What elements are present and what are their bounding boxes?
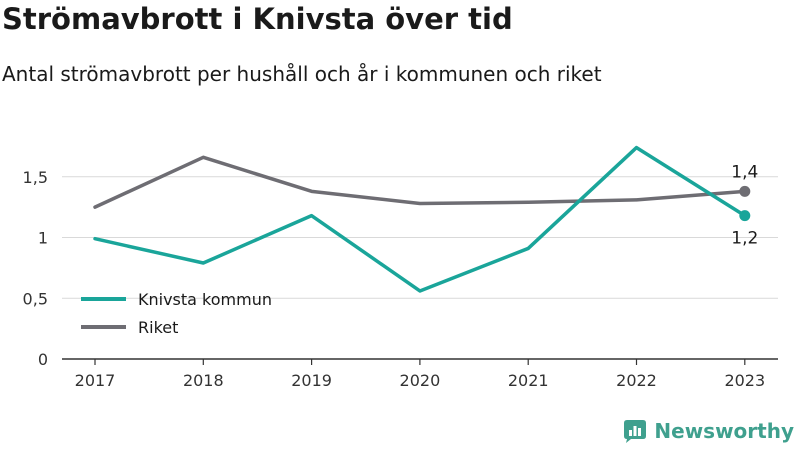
series-lines: [93, 145, 751, 293]
y-axis-tick-labels: 0 0,5 1 1,5: [23, 168, 48, 369]
y-tick-label: 1: [38, 229, 48, 248]
end-point-marker: [739, 185, 751, 197]
end-labels: 1,4 1,2: [731, 162, 758, 248]
end-label-knivsta: 1,2: [731, 229, 758, 249]
y-tick-label: 0,5: [23, 289, 48, 308]
series-line-knivsta-kommun: [93, 145, 747, 293]
newsworthy-icon: [624, 420, 647, 443]
legend-label: Knivsta kommun: [138, 290, 272, 309]
end-point-marker: [739, 210, 751, 222]
legend-label: Riket: [138, 318, 178, 337]
grid-lines: [62, 176, 778, 299]
chart-title: Strömavbrott i Knivsta över tid: [2, 2, 513, 36]
y-tick-label: 1,5: [23, 168, 48, 187]
x-tick-label: 2019: [291, 371, 332, 390]
x-tick-label: 2017: [75, 371, 116, 390]
x-tick-label: 2023: [724, 371, 765, 390]
legend: Knivsta kommun Riket: [81, 290, 272, 337]
x-tick-label: 2022: [616, 371, 657, 390]
y-tick-label: 0: [38, 350, 48, 369]
x-tick-label: 2018: [183, 371, 224, 390]
series-line-riket: [93, 155, 747, 209]
x-axis: 2017 2018 2019 2020 2021 2022 2023: [62, 358, 778, 390]
chart-subtitle: Antal strömavbrott per hushåll och år i …: [2, 62, 602, 86]
brand-name: Newsworthy: [654, 419, 794, 443]
x-tick-label: 2021: [508, 371, 549, 390]
x-tick-label: 2020: [400, 371, 441, 390]
end-label-riket: 1,4: [731, 162, 758, 182]
newsworthy-logo: Newsworthy: [622, 418, 794, 444]
